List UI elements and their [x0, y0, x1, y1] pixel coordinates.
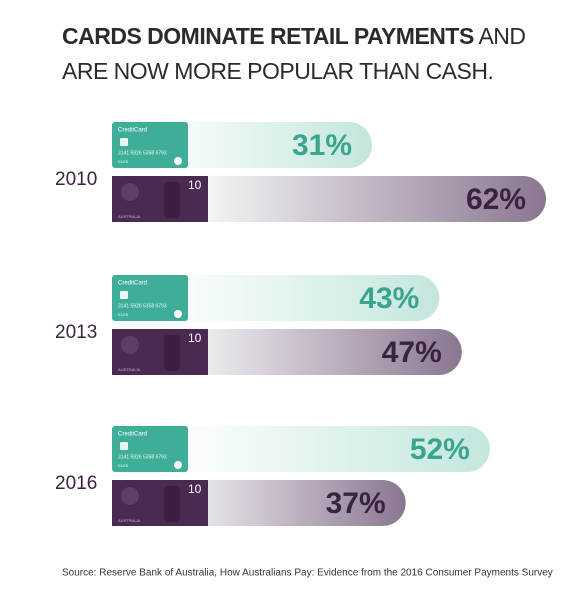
card-number: 3141 5926 5358 9793 — [118, 454, 167, 460]
y-tick-label: 2013 — [55, 322, 97, 343]
card-brand: CreditCard — [118, 432, 147, 438]
source: Source: Reserve Bank of Australia, How A… — [62, 568, 553, 579]
note-portrait — [121, 336, 139, 354]
note-portrait — [121, 183, 139, 201]
title-rest: AND — [478, 23, 525, 49]
card-brand: CreditCard — [118, 281, 147, 287]
card-chip — [120, 138, 128, 146]
value-label: 47% — [382, 336, 442, 369]
y-tick-label: 2010 — [55, 169, 97, 190]
note-denomination: 10 — [188, 178, 202, 192]
note-denomination: 10 — [188, 482, 202, 496]
value-label: 62% — [466, 183, 526, 216]
note-figure — [164, 486, 180, 522]
card-logo — [174, 310, 182, 318]
card-image — [112, 122, 188, 168]
card-chip — [120, 442, 128, 450]
value-label: 52% — [410, 433, 470, 466]
note-figure — [164, 335, 180, 371]
note-portrait — [121, 487, 139, 505]
card-number: 3141 5926 5358 9793 — [118, 303, 167, 309]
value-label: 31% — [292, 129, 352, 162]
chart-title: CARDS DOMINATE RETAIL PAYMENTS AND — [62, 23, 526, 49]
bar — [110, 275, 440, 321]
card-expiry: 01/25 — [118, 312, 129, 317]
note-country: AUSTRALIA — [118, 518, 141, 523]
note-country: AUSTRALIA — [118, 367, 141, 372]
title-bold: CARDS DOMINATE RETAIL PAYMENTS — [62, 23, 474, 49]
card-image — [112, 426, 188, 472]
note-denomination: 10 — [188, 331, 202, 345]
card-image — [112, 275, 188, 321]
card-logo — [174, 461, 182, 469]
value-label: 43% — [359, 282, 419, 315]
note-country: AUSTRALIA — [118, 214, 141, 219]
note-figure — [164, 182, 180, 218]
card-expiry: 01/25 — [118, 159, 129, 164]
value-label: 37% — [326, 487, 386, 520]
card-brand: CreditCard — [118, 128, 147, 134]
card-number: 3141 5926 5358 9793 — [118, 150, 167, 156]
bar — [110, 176, 546, 222]
chart-title-line2: ARE NOW MORE POPULAR THAN CASH. — [62, 58, 493, 84]
card-expiry: 01/25 — [118, 463, 129, 468]
bar — [110, 426, 490, 472]
y-tick-label: 2016 — [55, 473, 97, 494]
card-chip — [120, 291, 128, 299]
card-logo — [174, 157, 182, 165]
